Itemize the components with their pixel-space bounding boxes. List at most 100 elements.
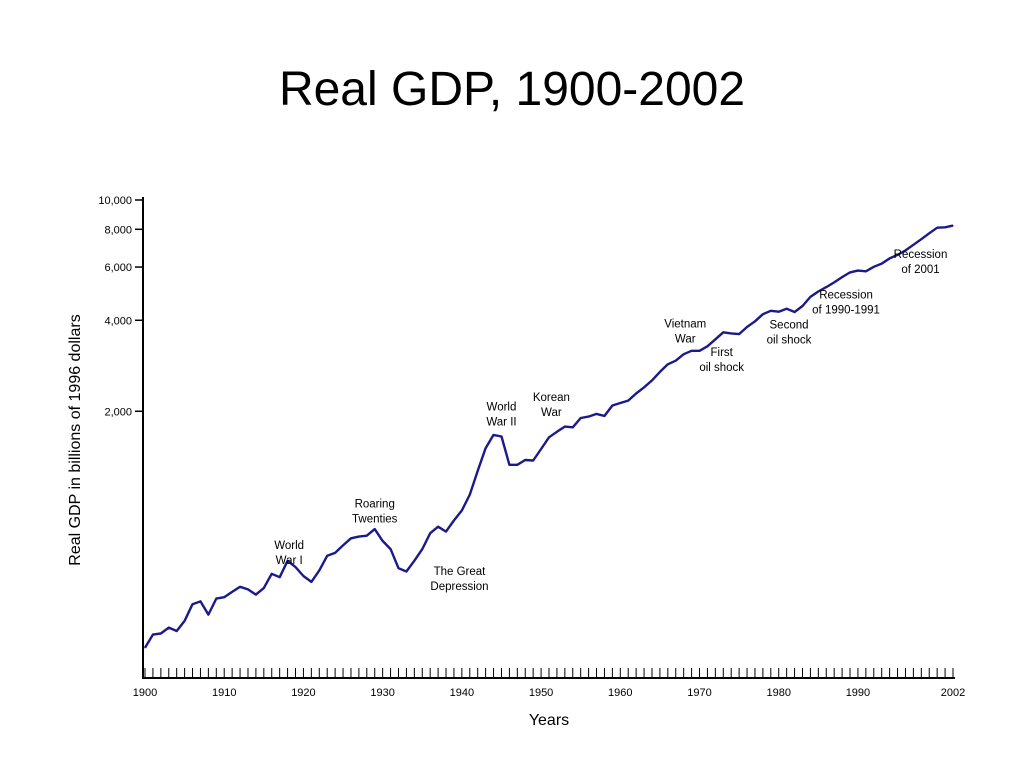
gdp-data-point (160, 632, 162, 635)
y-axis-label: Real GDP in billions of 1996 dollars (67, 314, 84, 565)
gdp-data-point (294, 566, 297, 568)
gdp-data-point (841, 276, 843, 278)
annotation-line: Korean (533, 392, 570, 404)
gdp-data-point (286, 560, 289, 562)
chart-annotation: Roaring Twenties (352, 499, 398, 526)
gdp-data-point (651, 379, 653, 382)
x-tick-label: 1950 (529, 687, 553, 699)
chart-annotation: Korean War (533, 392, 570, 419)
gdp-data-point (524, 459, 526, 461)
gdp-data-point (176, 630, 178, 632)
gdp-data-point (556, 431, 558, 433)
gdp-data-point (461, 509, 463, 511)
gdp-data-point (912, 244, 914, 246)
gdp-data-point (619, 402, 621, 404)
gdp-data-point (342, 544, 344, 546)
gdp-data-point (786, 308, 788, 310)
gdp-data-point (889, 257, 891, 259)
gdp-data-point (643, 386, 645, 388)
gdp-data-point (429, 532, 431, 534)
gdp-data-point (152, 633, 154, 636)
annotation-line: Second (770, 319, 809, 331)
gdp-data-point (168, 626, 170, 629)
gdp-data-point (667, 363, 669, 365)
chart-annotation: World War II (486, 402, 516, 429)
gdp-data-point (358, 535, 360, 538)
gdp-data-point (801, 305, 804, 307)
tick-marks (135, 199, 954, 678)
gdp-data-point (683, 353, 685, 355)
gdp-data-point (231, 591, 233, 593)
gdp-data-point (215, 598, 217, 600)
gdp-data-point (611, 404, 613, 407)
x-axis-label: Years (529, 712, 569, 729)
gdp-data-point (928, 232, 930, 234)
gdp-data-point (469, 494, 471, 496)
chart-annotation: First oil shock (699, 347, 744, 374)
gdp-data-point (627, 399, 629, 402)
gdp-data-point (817, 290, 819, 293)
chart-annotation: Recession of 1990-1991 (812, 289, 880, 316)
gdp-data-point (952, 224, 954, 227)
x-tick-label: 1930 (370, 687, 394, 699)
annotation-line: War (675, 334, 696, 346)
gdp-data-point (405, 570, 408, 573)
gdp-data-point (548, 436, 550, 438)
gdp-data-point (714, 338, 716, 340)
slide-title: Real GDP, 1900-2002 (278, 63, 746, 116)
annotation-line: oil shock (767, 334, 812, 346)
gdp-data-point (279, 576, 281, 578)
annotation-line: Recession (894, 249, 948, 261)
y-tick-label: 8,000 (104, 224, 132, 236)
y-tick-label: 2,000 (104, 406, 132, 418)
gdp-data-point (318, 569, 320, 572)
gdp-data-point (944, 226, 946, 228)
gdp-data-point (706, 345, 709, 347)
gdp-data-point (413, 560, 415, 562)
annotations: World War I Roaring Twenties The Great Depres… (274, 249, 947, 593)
gdp-data-point (778, 311, 780, 313)
gdp-data-point (762, 313, 764, 315)
annotation-line: of 2001 (901, 264, 939, 276)
gdp-data-point (516, 464, 518, 466)
gdp-data-point (825, 286, 827, 288)
series-layer (143, 224, 954, 649)
gdp-data-point (445, 530, 447, 533)
gdp-data-point (271, 573, 273, 575)
chart-annotation: Vietnam War (664, 319, 706, 346)
annotation-line: Vietnam (664, 319, 706, 331)
gdp-data-point (865, 270, 867, 272)
gdp-data-point (635, 392, 637, 395)
gdp-data-point (389, 548, 392, 550)
gdp-data-point (809, 296, 812, 298)
gdp-data-point (334, 552, 336, 554)
annotation-line: of 1990-1991 (812, 304, 880, 316)
gdp-data-point (223, 596, 225, 598)
gdp-data-point (833, 281, 835, 283)
gdp-data-point (690, 350, 693, 352)
gdp-data-point (366, 535, 368, 537)
gdp-data-point (500, 435, 503, 438)
gdp-data-point (302, 575, 305, 577)
gdp-data-point (191, 603, 194, 605)
chart-annotation: The Great Depression (430, 566, 488, 593)
gdp-data-point (572, 426, 574, 428)
annotation-line: War I (276, 555, 303, 567)
annotation-line: Twenties (352, 514, 398, 526)
gdp-data-point (326, 555, 328, 557)
gdp-data-point (730, 332, 732, 334)
x-tick-label: 1940 (450, 687, 474, 699)
gdp-data-point (382, 540, 384, 542)
gdp-data-point (857, 270, 859, 272)
gdp-data-point (421, 548, 423, 550)
gdp-data-point (754, 320, 756, 322)
gdp-data-point (595, 413, 598, 415)
gdp-data-point (873, 266, 875, 268)
gdp-data-point (849, 271, 851, 274)
gdp-data-point (508, 464, 510, 466)
gdp-data-point (659, 371, 661, 373)
gdp-data-point (881, 263, 883, 265)
gdp-data-point (564, 425, 566, 428)
gdp-data-point (675, 360, 677, 362)
